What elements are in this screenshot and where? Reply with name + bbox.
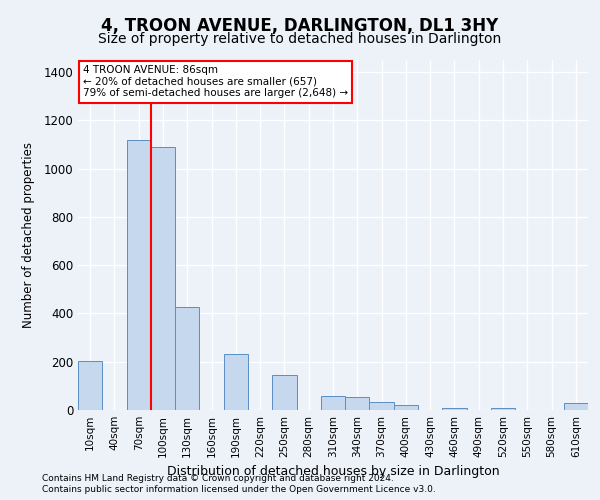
Text: 4 TROON AVENUE: 86sqm
← 20% of detached houses are smaller (657)
79% of semi-det: 4 TROON AVENUE: 86sqm ← 20% of detached … xyxy=(83,66,348,98)
Bar xyxy=(370,402,394,410)
Bar xyxy=(394,405,418,410)
Text: Size of property relative to detached houses in Darlington: Size of property relative to detached ho… xyxy=(98,32,502,46)
Bar xyxy=(272,375,296,410)
Bar xyxy=(78,360,102,410)
Bar xyxy=(321,396,345,410)
Bar xyxy=(345,396,370,410)
Text: 4, TROON AVENUE, DARLINGTON, DL1 3HY: 4, TROON AVENUE, DARLINGTON, DL1 3HY xyxy=(101,18,499,36)
Bar xyxy=(151,147,175,410)
Bar xyxy=(127,140,151,410)
X-axis label: Distribution of detached houses by size in Darlington: Distribution of detached houses by size … xyxy=(167,465,499,478)
Bar xyxy=(175,308,199,410)
Y-axis label: Number of detached properties: Number of detached properties xyxy=(22,142,35,328)
Text: Contains HM Land Registry data © Crown copyright and database right 2024.: Contains HM Land Registry data © Crown c… xyxy=(42,474,394,483)
Bar xyxy=(564,403,588,410)
Bar xyxy=(224,354,248,410)
Bar xyxy=(442,408,467,410)
Bar xyxy=(491,408,515,410)
Text: Contains public sector information licensed under the Open Government Licence v3: Contains public sector information licen… xyxy=(42,486,436,494)
